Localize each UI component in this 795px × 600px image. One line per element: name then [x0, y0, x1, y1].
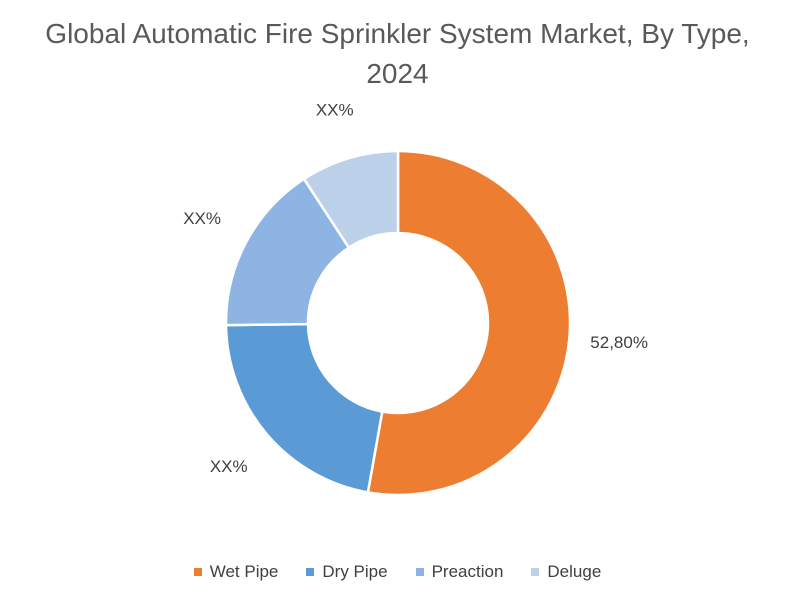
data-label-preaction: XX% — [183, 209, 221, 228]
data-label-dry-pipe: XX% — [210, 457, 248, 476]
legend-swatch — [306, 568, 315, 576]
legend-item-wet-pipe: Wet Pipe — [193, 562, 279, 582]
legend-swatch — [531, 568, 540, 576]
data-label-deluge: XX% — [316, 101, 354, 120]
legend-label: Deluge — [547, 562, 602, 581]
legend-item-preaction: Preaction — [415, 562, 504, 582]
slice-wet-pipe — [366, 149, 572, 497]
legend-label: Dry Pipe — [322, 562, 388, 581]
legend-item-dry-pipe: Dry Pipe — [306, 562, 388, 582]
slice-dry-pipe — [224, 322, 384, 494]
legend-label: Wet Pipe — [209, 562, 279, 581]
legend-label: Preaction — [431, 562, 504, 581]
legend-swatch — [415, 568, 424, 576]
data-label-wet-pipe: 52,80% — [590, 333, 648, 352]
slice-deluge — [302, 149, 400, 250]
legend-swatch — [193, 568, 202, 576]
chart-legend: Wet Pipe Dry Pipe Preaction Deluge — [0, 562, 795, 582]
chart-title: Global Automatic Fire Sprinkler System M… — [45, 18, 750, 89]
legend-item-deluge: Deluge — [531, 562, 601, 582]
